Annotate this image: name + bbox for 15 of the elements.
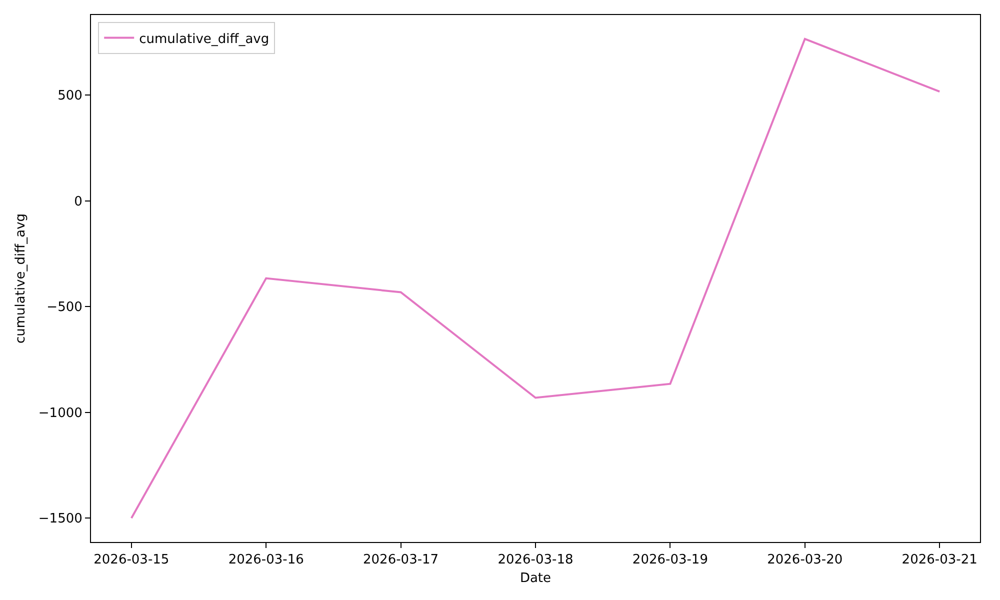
- x-tick-label: 2026-03-17: [363, 552, 439, 568]
- x-tick-label: 2026-03-19: [632, 552, 708, 568]
- x-axis-title: Date: [520, 571, 552, 586]
- y-tick-label: −500: [46, 300, 82, 316]
- y-tick-label: −1500: [38, 512, 82, 527]
- y-tick-label: 500: [58, 88, 82, 104]
- x-tick-label: 2026-03-20: [767, 552, 843, 568]
- y-tick-label: −1000: [38, 406, 82, 421]
- y-tick-label: 0: [74, 194, 82, 210]
- x-tick-label: 2026-03-18: [498, 552, 574, 568]
- x-tick-label: 2026-03-15: [94, 552, 170, 568]
- x-tick-label: 2026-03-21: [902, 552, 978, 568]
- y-axis-title: cumulative_diff_avg: [13, 214, 28, 344]
- legend-label: cumulative_diff_avg: [139, 32, 270, 47]
- x-tick-label: 2026-03-16: [228, 552, 304, 568]
